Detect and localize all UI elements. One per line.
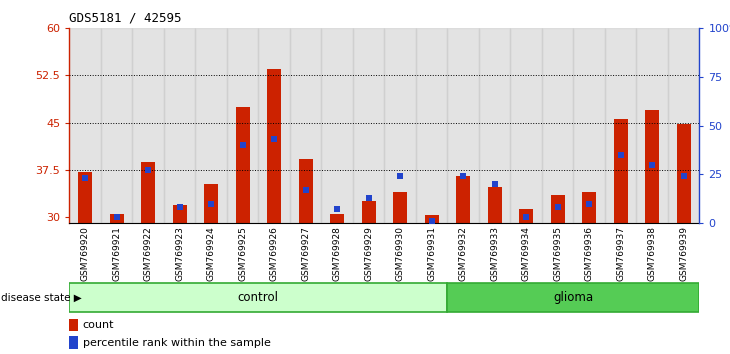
Bar [488,187,502,223]
Bar [227,28,258,223]
Bar [321,28,353,223]
Bar [637,28,668,223]
Bar [132,28,164,223]
Bar [550,195,565,223]
Bar [582,192,596,223]
Bar [267,69,281,223]
Bar [447,28,479,223]
Text: disease state ▶: disease state ▶ [1,292,82,302]
Bar [141,162,155,223]
Text: GDS5181 / 42595: GDS5181 / 42595 [69,12,182,25]
Bar [573,28,605,223]
Bar [668,28,699,223]
Bar [645,110,659,223]
Bar [416,28,447,223]
Bar [290,28,321,223]
Bar [78,172,92,223]
Bar [479,28,510,223]
Bar [425,216,439,223]
Text: count: count [82,320,114,330]
Bar [236,107,250,223]
Bar [69,283,447,312]
Bar [361,201,376,223]
Bar [164,28,196,223]
Text: percentile rank within the sample: percentile rank within the sample [82,338,270,348]
Bar [353,28,385,223]
Bar [204,184,218,223]
Bar [110,214,123,223]
Bar [69,336,78,349]
Bar [677,124,691,223]
Bar [393,192,407,223]
Bar [519,209,533,223]
Bar [69,319,78,331]
Bar [542,28,573,223]
Bar [258,28,290,223]
Bar [605,28,637,223]
Bar [299,159,312,223]
Bar [613,119,628,223]
Bar [385,28,416,223]
Bar [196,28,227,223]
Bar [69,28,101,223]
Text: glioma: glioma [553,291,593,304]
Bar [510,28,542,223]
Text: control: control [238,291,279,304]
Bar [456,176,470,223]
Bar [447,283,699,312]
Bar [101,28,132,223]
Bar [172,205,187,223]
Bar [330,213,344,223]
